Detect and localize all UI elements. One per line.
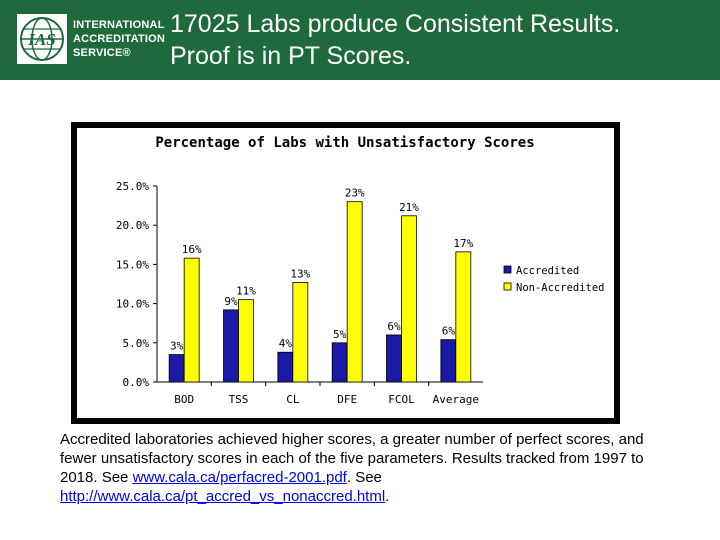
logo-lettering: IAS xyxy=(27,30,55,49)
chart-frame: Percentage of Labs with Unsatisfactory S… xyxy=(71,122,620,424)
accredited-bar xyxy=(168,354,185,383)
x-tick-label: Average xyxy=(433,393,479,406)
y-tick-label: 0.0% xyxy=(123,376,150,389)
non-accredited-bar xyxy=(238,299,254,383)
legend-label: Accredited xyxy=(516,265,579,277)
accredited-bar xyxy=(386,334,402,383)
data-label: 23% xyxy=(345,187,365,200)
accredited-bar xyxy=(223,309,239,383)
data-label: 5% xyxy=(333,328,347,341)
caption-text: Accredited laboratories achieved higher … xyxy=(60,431,644,486)
non-accredited-bar xyxy=(183,257,200,383)
y-tick-label: 10.0% xyxy=(116,298,149,311)
globe-icon: IAS xyxy=(20,17,64,61)
caption-text: . See xyxy=(346,469,382,486)
data-label: 13% xyxy=(290,267,310,280)
chart-title: Percentage of Labs with Unsatisfactory S… xyxy=(155,135,534,151)
x-tick-label: BOD xyxy=(174,393,194,406)
ias-logo: IAS xyxy=(17,14,67,64)
data-label: 21% xyxy=(399,201,419,214)
data-label: 3% xyxy=(170,340,184,353)
non-accredited-bar xyxy=(346,201,363,383)
non-accredited-bar xyxy=(401,215,417,383)
y-tick-label: 25.0% xyxy=(116,180,149,193)
y-tick-label: 15.0% xyxy=(116,258,149,271)
chart-area: Percentage of Labs with Unsatisfactory S… xyxy=(77,128,614,418)
legend-swatch xyxy=(503,282,512,291)
accredited-bar xyxy=(440,339,457,383)
legend-label: Non-Accredited xyxy=(516,282,605,294)
org-line: SERVICE® xyxy=(73,47,131,59)
data-label: 6% xyxy=(387,320,401,333)
x-tick-label: TSS xyxy=(229,393,249,406)
data-label: 9% xyxy=(224,295,238,308)
data-label: 16% xyxy=(182,243,202,256)
caption: Accredited laboratories achieved higher … xyxy=(60,430,670,506)
slide-header: IAS INTERNATIONAL ACCREDITATION SERVICE®… xyxy=(0,0,720,80)
organization-name: INTERNATIONAL ACCREDITATION SERVICE® xyxy=(73,18,165,60)
data-label: 17% xyxy=(453,237,473,250)
y-tick-label: 20.0% xyxy=(116,219,149,232)
data-label: 4% xyxy=(279,337,293,350)
org-line: INTERNATIONAL xyxy=(73,19,165,31)
pt-accred-link[interactable]: http://www.cala.ca/pt_accred_vs_nonaccre… xyxy=(60,488,386,505)
org-line: ACCREDITATION xyxy=(73,33,166,45)
y-tick-label: 5.0% xyxy=(123,337,150,350)
data-label: 6% xyxy=(442,325,456,338)
title-line: Proof is in PT Scores. xyxy=(170,42,412,70)
x-tick-label: FCOL xyxy=(388,393,415,406)
legend-swatch xyxy=(503,265,512,274)
caption-text: . xyxy=(385,488,390,505)
x-tick-label: CL xyxy=(286,393,300,406)
slide-title: 17025 Labs produce Consistent Results. P… xyxy=(170,8,620,72)
accredited-bar xyxy=(331,342,348,383)
non-accredited-bar xyxy=(455,251,472,383)
x-tick-label: DFE xyxy=(337,393,357,406)
data-label: 11% xyxy=(236,285,256,298)
perfacred-link[interactable]: www.cala.ca/perfacred-2001.pdf xyxy=(132,469,347,486)
title-line: 17025 Labs produce Consistent Results. xyxy=(170,10,621,38)
non-accredited-bar xyxy=(292,282,309,383)
accredited-bar xyxy=(277,351,294,383)
bar-chart: Percentage of Labs with Unsatisfactory S… xyxy=(116,135,605,406)
